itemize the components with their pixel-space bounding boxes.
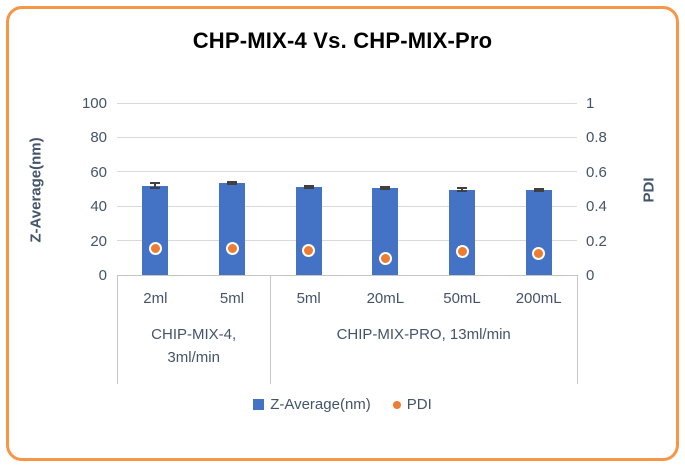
left-axis-tick-label: 60	[90, 163, 107, 181]
legend-item-z-average: Z-Average(nm)	[253, 396, 371, 413]
left-axis-tick-label: 0	[98, 267, 107, 284]
z-average-error-cap	[303, 187, 314, 190]
right-axis-tick-label: 0	[586, 267, 595, 284]
z-average-error-cap	[227, 180, 237, 183]
z-average-error-bar	[231, 181, 233, 185]
legend-label-z-average: Z-Average(nm)	[270, 396, 371, 413]
right-axis-tick-label: 0.4	[586, 198, 607, 216]
pdi-marker	[302, 243, 316, 257]
left-axis-tick-label: 20	[90, 232, 107, 250]
category-label: 2ml	[143, 290, 168, 307]
z-average-error-bar	[307, 186, 310, 189]
left-axis-title: Z-Average(nm)	[27, 137, 45, 243]
chart-title: CHP-MIX-4 Vs. CHP-MIX-Pro	[192, 28, 493, 53]
pdi-marker	[455, 245, 469, 259]
category-group-label-line: 3ml/min	[167, 349, 220, 367]
z-average-error-cap	[150, 186, 161, 189]
pdi-swatch-icon	[392, 400, 401, 409]
z-average-bar	[219, 183, 245, 275]
gridline	[117, 205, 577, 207]
legend-item-pdi: PDI	[392, 396, 432, 413]
pdi-marker	[378, 251, 392, 265]
category-group-label-line: CHIP-MIX-4,	[151, 326, 237, 343]
z-average-bar	[449, 189, 475, 275]
z-average-error-cap	[380, 186, 391, 189]
z-average-error-cap	[303, 185, 314, 188]
category-separator-line	[116, 275, 118, 384]
gridline	[117, 274, 577, 276]
pdi-marker	[532, 246, 546, 260]
z-average-error-cap	[150, 182, 161, 185]
gridline	[117, 102, 577, 104]
legend: Z-Average(nm) PDI	[0, 396, 685, 413]
z-average-error-cap	[533, 189, 544, 192]
z-average-error-cap	[227, 183, 237, 186]
z-average-bar	[525, 190, 552, 275]
category-label: 50mL	[443, 290, 481, 307]
z-average-error-bar	[461, 188, 463, 191]
category-label: 200mL	[515, 290, 562, 307]
left-axis-tick-label: 100	[81, 95, 107, 112]
gridline	[117, 171, 577, 173]
category-separator-line	[576, 275, 578, 384]
left-axis-tick-label: 80	[90, 129, 107, 147]
pdi-marker	[225, 242, 239, 256]
right-axis-tick-label: 0.2	[586, 232, 607, 250]
z-average-swatch-icon	[253, 399, 265, 410]
z-average-bar	[142, 185, 169, 275]
left-axis-tick-label: 40	[90, 198, 107, 216]
pdi-marker	[148, 242, 162, 256]
z-average-error-cap	[457, 187, 467, 190]
category-group-label: CHIP-MIX-4, 3ml/min	[151, 323, 236, 370]
category-label: 5ml	[296, 290, 321, 307]
category-label: 20mL	[366, 290, 405, 307]
category-label: 5ml	[219, 290, 245, 307]
right-axis-tick-label: 1	[586, 95, 595, 112]
right-axis-title: PDI	[640, 177, 658, 203]
category-separator-line	[269, 275, 271, 384]
right-axis-tick-label: 0.6	[586, 163, 607, 181]
z-average-bar	[295, 187, 322, 275]
z-average-error-cap	[533, 188, 544, 191]
category-group-label: CHIP-MIX-PRO, 13ml/min	[337, 323, 511, 346]
gridline	[117, 136, 577, 138]
z-average-error-bar	[154, 183, 157, 188]
gridline	[117, 240, 577, 242]
z-average-error-cap	[457, 189, 467, 192]
legend-label-pdi: PDI	[406, 396, 432, 413]
category-group-label-line: CHIP-MIX-PRO, 13ml/min	[336, 326, 511, 343]
right-axis-tick-label: 0.8	[586, 129, 607, 147]
z-average-error-cap	[380, 187, 391, 190]
